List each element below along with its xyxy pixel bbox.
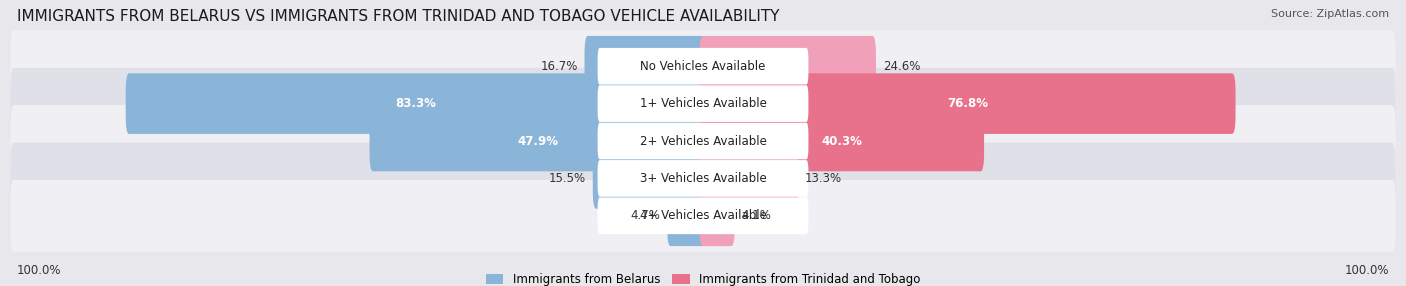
FancyBboxPatch shape — [11, 105, 1395, 177]
FancyBboxPatch shape — [585, 36, 706, 96]
FancyBboxPatch shape — [598, 48, 808, 85]
Text: 24.6%: 24.6% — [883, 60, 920, 73]
Text: 83.3%: 83.3% — [395, 97, 436, 110]
Text: 3+ Vehicles Available: 3+ Vehicles Available — [640, 172, 766, 185]
FancyBboxPatch shape — [11, 68, 1395, 140]
Text: 76.8%: 76.8% — [948, 97, 988, 110]
FancyBboxPatch shape — [700, 36, 876, 96]
Legend: Immigrants from Belarus, Immigrants from Trinidad and Tobago: Immigrants from Belarus, Immigrants from… — [481, 268, 925, 286]
FancyBboxPatch shape — [700, 73, 1236, 134]
FancyBboxPatch shape — [700, 148, 799, 209]
FancyBboxPatch shape — [700, 186, 735, 246]
Text: 4+ Vehicles Available: 4+ Vehicles Available — [640, 209, 766, 222]
FancyBboxPatch shape — [11, 30, 1395, 102]
FancyBboxPatch shape — [598, 160, 808, 197]
Text: 16.7%: 16.7% — [540, 60, 578, 73]
FancyBboxPatch shape — [11, 180, 1395, 252]
Text: 2+ Vehicles Available: 2+ Vehicles Available — [640, 134, 766, 148]
Text: 40.3%: 40.3% — [821, 134, 862, 148]
FancyBboxPatch shape — [598, 198, 808, 234]
Text: 13.3%: 13.3% — [806, 172, 842, 185]
Text: IMMIGRANTS FROM BELARUS VS IMMIGRANTS FROM TRINIDAD AND TOBAGO VEHICLE AVAILABIL: IMMIGRANTS FROM BELARUS VS IMMIGRANTS FR… — [17, 9, 779, 23]
Text: 100.0%: 100.0% — [17, 265, 62, 277]
FancyBboxPatch shape — [700, 111, 984, 171]
FancyBboxPatch shape — [668, 186, 706, 246]
Text: 1+ Vehicles Available: 1+ Vehicles Available — [640, 97, 766, 110]
FancyBboxPatch shape — [598, 123, 808, 159]
Text: 100.0%: 100.0% — [1344, 265, 1389, 277]
Text: 15.5%: 15.5% — [548, 172, 586, 185]
Text: Source: ZipAtlas.com: Source: ZipAtlas.com — [1271, 9, 1389, 19]
FancyBboxPatch shape — [11, 142, 1395, 214]
Text: 4.1%: 4.1% — [741, 209, 772, 222]
Text: 47.9%: 47.9% — [517, 134, 558, 148]
FancyBboxPatch shape — [370, 111, 706, 171]
FancyBboxPatch shape — [598, 85, 808, 122]
FancyBboxPatch shape — [125, 73, 706, 134]
Text: 4.7%: 4.7% — [630, 209, 661, 222]
Text: No Vehicles Available: No Vehicles Available — [640, 60, 766, 73]
FancyBboxPatch shape — [593, 148, 706, 209]
